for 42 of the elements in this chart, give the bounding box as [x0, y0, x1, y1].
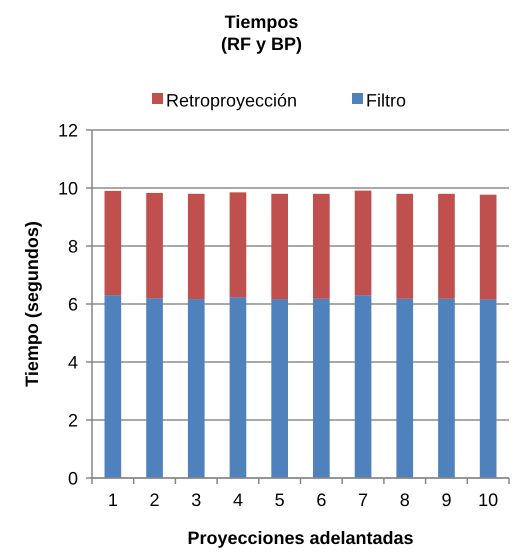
- bar: [480, 194, 496, 300]
- x-tick-label: 6: [316, 490, 326, 510]
- bar: [104, 295, 122, 478]
- bar: [271, 194, 288, 300]
- x-tick-label: 3: [191, 490, 202, 510]
- x-tick-label: 2: [150, 490, 160, 510]
- y-tick-label: 12: [58, 120, 78, 140]
- x-tick-label: 7: [358, 490, 368, 510]
- bar: [313, 298, 330, 478]
- bar: [104, 190, 122, 296]
- y-tick-label: 0: [68, 468, 78, 488]
- bar: [438, 194, 455, 299]
- bar: [313, 194, 330, 299]
- bar: [480, 299, 496, 478]
- x-tick-label: 1: [108, 490, 118, 510]
- bar: [396, 194, 414, 299]
- x-tick-label: 9: [441, 490, 452, 510]
- y-tick-label: 10: [58, 178, 78, 198]
- bar: [354, 190, 372, 296]
- x-tick-label: 8: [400, 490, 410, 510]
- y-tick-label: 6: [68, 294, 78, 314]
- x-tick-label: 10: [478, 490, 498, 510]
- chart-title: Tiempos (RF y BP): [221, 12, 302, 54]
- bar: [438, 298, 455, 478]
- y-axis-title: Tiempo (segundos): [22, 221, 42, 387]
- legend-label: Retroproyección: [166, 90, 298, 110]
- bar: [354, 295, 372, 478]
- x-tick-label: 5: [274, 490, 285, 510]
- bar: [188, 299, 205, 478]
- bar: [146, 192, 163, 298]
- bar: [188, 194, 205, 300]
- legend-label: Filtro: [366, 90, 406, 110]
- bar: [146, 298, 163, 478]
- y-tick-label: 8: [68, 236, 78, 256]
- x-axis-title: Proyecciones adelantadas: [187, 528, 414, 548]
- y-tick-label: 4: [68, 352, 78, 372]
- bar: [271, 299, 288, 478]
- x-tick-label: 4: [232, 490, 243, 510]
- bar: [396, 298, 414, 478]
- bar: [230, 192, 246, 298]
- y-tick-label: 2: [68, 410, 78, 430]
- bar: [230, 297, 246, 478]
